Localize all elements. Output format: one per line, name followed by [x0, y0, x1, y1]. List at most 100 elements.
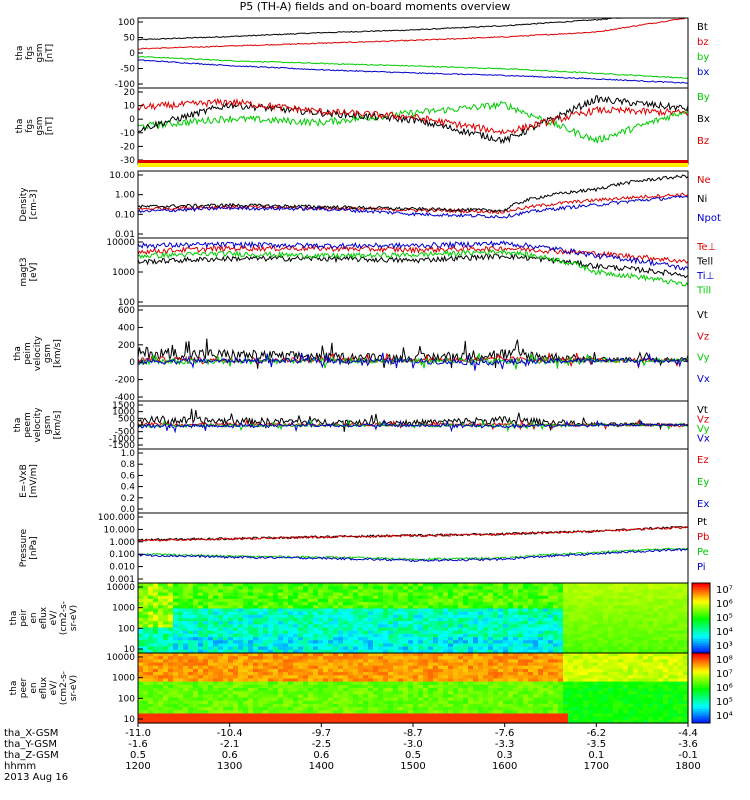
spectrogram-cell: [238, 624, 244, 629]
spectrogram-cell: [583, 691, 589, 695]
spectrogram-cell: [368, 678, 374, 683]
spectrogram-cell: [373, 684, 379, 689]
spectrogram-cell: [273, 659, 279, 664]
spectrogram-cell: [273, 598, 279, 603]
spectrogram-cell: [438, 700, 444, 705]
spectrogram-cell: [248, 589, 254, 594]
spectrogram-cell: [348, 618, 354, 622]
spectrogram-cell: [198, 719, 204, 724]
spectrogram-cell: [523, 697, 529, 702]
spectrogram-cell: [378, 627, 384, 632]
colorbar-segment: [692, 620, 710, 624]
spectrogram-cell: [328, 611, 334, 616]
spectrogram-cell: [358, 605, 364, 610]
spectrogram-cell: [363, 703, 369, 708]
spectrogram-cell: [298, 627, 304, 632]
spectrogram-cell: [428, 586, 434, 590]
spectrogram-cell: [668, 589, 674, 594]
spectrogram-cell: [178, 688, 184, 692]
y-tick-label: 0.6: [121, 471, 136, 481]
spectrogram-cell: [263, 608, 269, 613]
spectrogram-cell: [473, 684, 479, 689]
spectrogram-cell: [223, 665, 229, 670]
spectrogram-cell: [158, 614, 164, 619]
spectrogram-cell: [193, 684, 199, 689]
spectrogram-cell: [248, 621, 254, 625]
spectrogram-cell: [398, 688, 404, 692]
spectrogram-cell: [613, 621, 619, 625]
spectrogram-cell: [468, 688, 474, 692]
spectrogram-cell: [488, 633, 494, 638]
spectrogram-cell: [423, 614, 429, 619]
spectrogram-cell: [228, 598, 234, 603]
spectrogram-cell: [153, 700, 159, 705]
spectrogram-cell: [593, 668, 599, 673]
spectrogram-cell: [298, 618, 304, 622]
spectrogram-cell: [183, 707, 189, 711]
spectrogram-cell: [163, 640, 169, 645]
spectrogram-cell: [463, 659, 469, 664]
spectrogram-cell: [538, 653, 544, 657]
spectrogram-cell: [503, 700, 509, 705]
spectrogram-cell: [408, 684, 414, 689]
spectrogram-cell: [593, 684, 599, 689]
spectrogram-cell: [393, 713, 399, 718]
spectrogram-cell: [193, 586, 199, 590]
spectrogram-cell: [598, 691, 604, 695]
spectrogram-cell: [248, 624, 254, 629]
spectrogram-cell: [473, 697, 479, 702]
spectrogram-cell: [458, 662, 464, 667]
spectrogram-cell: [628, 656, 634, 660]
spectrogram-cell: [288, 694, 294, 699]
spectrogram-cell: [388, 694, 394, 699]
spectrogram-cell: [353, 637, 359, 641]
spectrogram-cell: [328, 621, 334, 625]
spectrogram-cell: [453, 719, 459, 724]
spectrogram-cell: [543, 637, 549, 641]
spectrogram-cell: [488, 665, 494, 670]
spectrogram-cell: [213, 662, 219, 667]
spectrogram-cell: [313, 630, 319, 635]
spectrogram-cell: [203, 719, 209, 724]
spectrogram-cell: [268, 605, 274, 610]
spectrogram-cell: [608, 713, 614, 718]
spectrogram-cell: [453, 665, 459, 670]
spectrogram-cell: [253, 697, 259, 702]
spectrogram-cell: [198, 595, 204, 600]
spectrogram-cell: [563, 595, 569, 600]
spectrogram-cell: [643, 649, 649, 654]
spectrogram-cell: [653, 672, 659, 676]
spectrogram-cell: [248, 659, 254, 664]
spectrogram-cell: [258, 678, 264, 683]
spectrogram-cell: [143, 649, 149, 654]
spectrogram-cell: [283, 700, 289, 705]
spectrogram-cell: [188, 598, 194, 603]
spectrogram-cell: [233, 608, 239, 613]
spectrogram-cell: [363, 684, 369, 689]
spectrogram-cell: [433, 719, 439, 724]
spectrogram-cell: [278, 668, 284, 673]
spectrogram-cell: [338, 595, 344, 600]
spectrogram-cell: [443, 703, 449, 708]
spectrogram-cell: [478, 586, 484, 590]
panel-1: [137, 17, 689, 89]
spectrogram-cell: [328, 595, 334, 600]
spectrogram-cell: [378, 630, 384, 635]
spectrogram-cell: [583, 611, 589, 616]
spectrogram-cell: [428, 713, 434, 718]
spectrogram-cell: [608, 707, 614, 711]
spectrogram-cell: [193, 589, 199, 594]
spectrogram-cell: [498, 595, 504, 600]
spectrogram-cell: [333, 697, 339, 702]
spectrogram-cell: [243, 614, 249, 619]
spectrogram-cell: [163, 691, 169, 695]
spectrogram-cell: [623, 713, 629, 718]
spectrogram-cell: [158, 662, 164, 667]
spectrogram-cell: [183, 691, 189, 695]
spectrogram-cell: [583, 624, 589, 629]
spectrogram-cell: [458, 611, 464, 616]
spectrogram-cell: [233, 649, 239, 654]
spectrogram-cell: [458, 592, 464, 597]
spectrogram-cell: [323, 583, 329, 587]
spectrogram-cell: [298, 643, 304, 648]
